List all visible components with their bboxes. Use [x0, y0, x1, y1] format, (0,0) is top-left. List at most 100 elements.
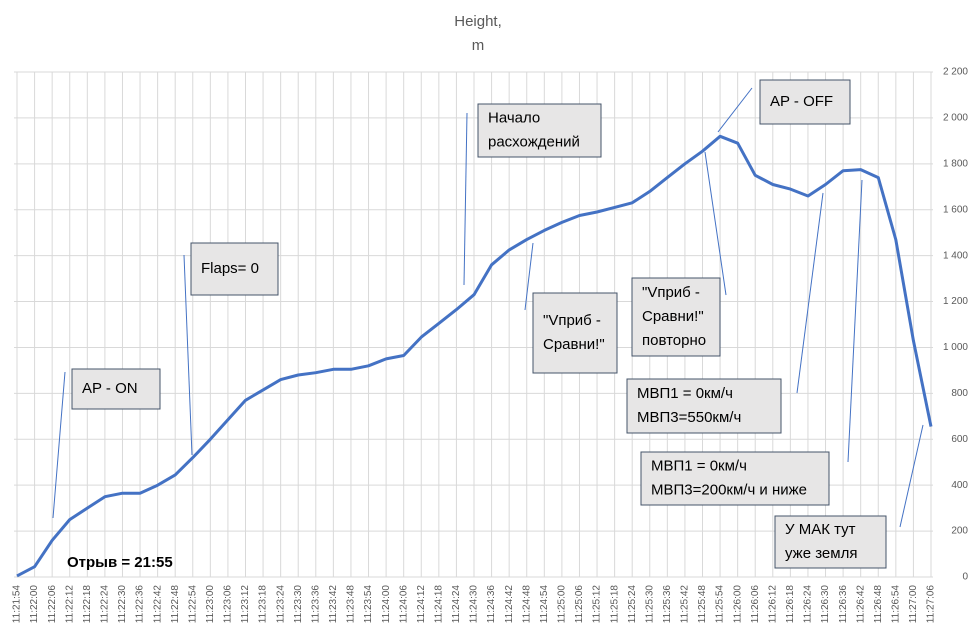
- y-tick-label: 1 600: [943, 204, 968, 215]
- annotation-box: [532, 292, 618, 374]
- annotation-box: [71, 368, 161, 410]
- annotation-box: [640, 451, 830, 506]
- y-tick-label: 1 400: [943, 250, 968, 261]
- annotation-text: Сравни!": [543, 336, 605, 353]
- annotation-text: AP - OFF: [770, 93, 833, 110]
- connector: [847, 179, 863, 463]
- x-tick-label: 11:22:18: [82, 585, 93, 624]
- x-tick-label: 11:23:54: [363, 585, 374, 624]
- annotation-text: расхождений: [488, 133, 580, 150]
- x-tick-label: 11:26:06: [750, 585, 761, 624]
- annotation-box: [774, 515, 887, 569]
- annotation-text: МВП1 = 0км/ч: [637, 385, 733, 402]
- connector: [796, 192, 824, 394]
- x-tick-label: 11:23:18: [258, 585, 269, 624]
- connector: [52, 371, 66, 519]
- chart-title: m: [472, 37, 485, 54]
- x-tick-label: 11:25:42: [680, 585, 691, 624]
- x-tick-label: 11:24:30: [469, 585, 480, 624]
- x-tick-label: 11:23:42: [328, 585, 339, 624]
- x-tick-label: 11:24:12: [416, 585, 427, 624]
- y-tick-label: 1 200: [943, 296, 968, 307]
- annotation-text: "Vприб -: [543, 312, 601, 329]
- x-tick-label: 11:22:54: [187, 585, 198, 624]
- x-tick-label: 11:24:42: [504, 585, 515, 624]
- y-tick-label: 0: [962, 572, 968, 583]
- data-line: [16, 134, 933, 578]
- x-tick-label: 11:25:18: [609, 585, 620, 624]
- x-tick-label: 11:27:00: [908, 585, 919, 624]
- x-tick-label: 11:26:54: [890, 585, 901, 624]
- annotation-text: МВП3=200км/ч и ниже: [651, 481, 807, 498]
- x-tick-label: 11:26:18: [785, 585, 796, 624]
- annotation-text: Отрыв = 21:55: [67, 554, 173, 571]
- x-tick-label: 11:25:00: [557, 585, 568, 624]
- annotation-text: Начало: [488, 109, 540, 126]
- y-tick-label: 1 800: [943, 158, 968, 169]
- x-tick-label: 11:23:48: [346, 585, 357, 624]
- x-tick-label: 11:25:54: [715, 585, 726, 624]
- annotation-text: Flaps= 0: [201, 260, 259, 277]
- annotation-text: повторно: [642, 332, 706, 349]
- x-tick-label: 11:22:36: [135, 585, 146, 624]
- x-tick-label: 11:25:12: [592, 585, 603, 624]
- x-tick-label: 11:23:30: [293, 585, 304, 624]
- y-tick-label: 200: [951, 526, 968, 537]
- x-tick-label: 11:26:00: [732, 585, 743, 624]
- x-tick-label: 11:22:30: [117, 585, 128, 624]
- x-tick-label: 11:25:30: [644, 585, 655, 624]
- annotation-text: У МАК тут: [785, 521, 856, 538]
- x-tick-label: 11:26:36: [838, 585, 849, 624]
- x-tick-label: 11:25:36: [662, 585, 673, 624]
- x-tick-label: 11:24:36: [486, 585, 497, 624]
- x-tick-label: 11:22:12: [64, 585, 75, 624]
- x-tick-label: 11:26:42: [855, 585, 866, 624]
- y-tick-label: 600: [951, 434, 968, 445]
- x-tick-label: 11:26:48: [873, 585, 884, 624]
- x-tick-label: 11:23:24: [275, 585, 286, 624]
- x-tick-label: 11:23:12: [240, 585, 251, 624]
- annotation-box: [626, 378, 782, 434]
- x-tick-label: 11:23:00: [205, 585, 216, 624]
- connector: [183, 254, 193, 456]
- x-tick-label: 11:26:12: [767, 585, 778, 624]
- annotation-text: МВП1 = 0км/ч: [651, 457, 747, 474]
- y-tick-label: 400: [951, 480, 968, 491]
- x-tick-label: 11:22:24: [100, 585, 111, 624]
- x-tick-label: 11:22:48: [170, 585, 181, 624]
- y-tick-label: 2 000: [943, 113, 968, 124]
- y-tick-label: 800: [951, 388, 968, 399]
- x-tick-label: 11:27:06: [926, 585, 937, 624]
- annotation-text: МВП3=550км/ч: [637, 409, 741, 426]
- annotation-box: [759, 79, 851, 125]
- x-tick-label: 11:23:36: [310, 585, 321, 624]
- x-tick-label: 11:23:06: [223, 585, 234, 624]
- annotation-text: "Vприб -: [642, 284, 700, 301]
- x-tick-label: 11:24:06: [398, 585, 409, 624]
- annotation-box: [477, 103, 602, 158]
- chart-title: Height,: [454, 13, 502, 30]
- annotation-box: [631, 277, 721, 357]
- x-tick-label: 11:26:30: [820, 585, 831, 624]
- connector: [463, 112, 468, 286]
- x-tick-label: 11:21:54: [12, 585, 23, 624]
- x-tick-label: 11:25:24: [627, 585, 638, 624]
- x-tick-label: 11:25:06: [574, 585, 585, 624]
- connector: [717, 87, 753, 133]
- x-tick-label: 11:22:42: [152, 585, 163, 624]
- y-tick-label: 2 200: [943, 67, 968, 78]
- x-tick-label: 11:22:06: [47, 585, 58, 624]
- annotation-text: AP - ON: [82, 380, 138, 397]
- connector: [704, 151, 727, 296]
- y-tick-label: 1 000: [943, 342, 968, 353]
- connector: [899, 424, 924, 528]
- connector: [524, 242, 534, 311]
- x-tick-label: 11:24:54: [539, 585, 550, 624]
- annotation-text: уже земля: [785, 545, 857, 562]
- annotation-text: Сравни!": [642, 308, 704, 325]
- x-tick-label: 11:22:00: [29, 585, 40, 624]
- x-tick-label: 11:26:24: [803, 585, 814, 624]
- x-tick-label: 11:24:18: [433, 585, 444, 624]
- x-tick-label: 11:25:48: [697, 585, 708, 624]
